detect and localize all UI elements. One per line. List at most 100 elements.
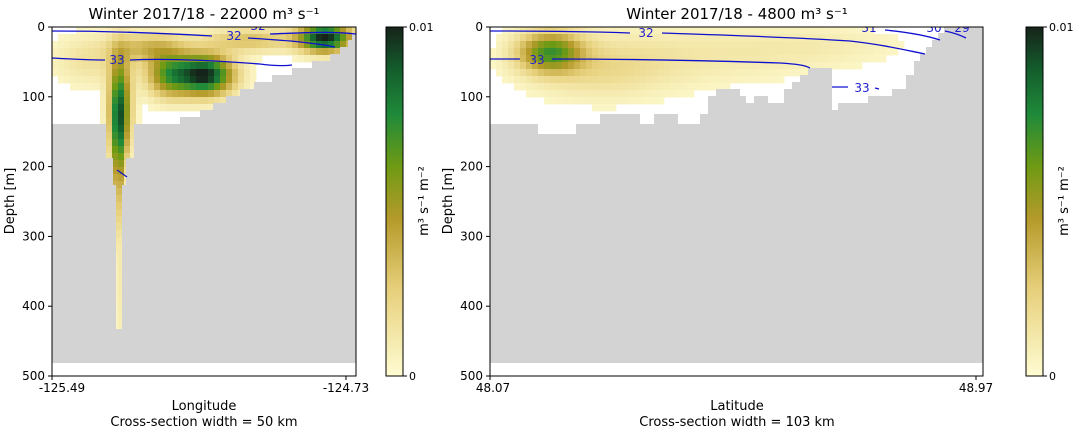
right-heatmap-cell [748, 48, 755, 56]
right-x-axis-label: Latitude [710, 399, 764, 414]
left-heatmap-cell [208, 104, 215, 112]
left-heatmap-cell [190, 76, 197, 84]
left-heatmap-cell [130, 153, 137, 161]
left-heatmap-cell [256, 27, 263, 35]
right-heatmap-cell [778, 41, 785, 49]
left-heatmap-cell [316, 27, 323, 35]
left-heatmap-cell [304, 48, 311, 56]
right-heatmap-cell [502, 62, 509, 70]
left-heatmap-cell [208, 69, 215, 77]
right-heatmap-cell [742, 27, 749, 35]
right-heatmap-cell [670, 34, 677, 42]
right-heatmap-cell [784, 48, 791, 56]
right-heatmap-cell [622, 48, 629, 56]
left-heatmap-cell [130, 62, 137, 70]
left-heatmap-cell [100, 83, 107, 91]
left-heatmap-cell [154, 83, 161, 91]
right-heatmap-cell [790, 48, 797, 56]
left-heatmap-cell [286, 41, 293, 49]
left-heatmap-cell [166, 55, 173, 63]
right-heatmap-cell [760, 69, 767, 77]
left-heatmap-cell [220, 76, 227, 84]
right-heatmap-cell [760, 62, 767, 70]
left-heatmap-cell [250, 76, 257, 84]
right-heatmap-cell [796, 62, 803, 70]
right-heatmap-cell [700, 34, 707, 42]
left-heatmap-cell [214, 27, 221, 35]
right-heatmap-cell [766, 62, 773, 70]
left-heatmap-cell [82, 55, 89, 63]
right-heatmap-cell [802, 55, 809, 63]
right-heatmap-cell [694, 48, 701, 56]
left-heatmap-cell [124, 48, 131, 56]
left-heatmap-cell [220, 97, 227, 105]
right-heatmap-cell [694, 34, 701, 42]
left-heatmap-cell [214, 41, 221, 49]
left-heatmap-cell [148, 48, 155, 56]
left-heatmap-cell [250, 55, 257, 63]
right-heatmap-cell [526, 34, 533, 42]
left-heatmap-cell [184, 41, 191, 49]
left-heatmap-cell [142, 90, 149, 98]
right-heatmap-cell [736, 34, 743, 42]
right-heatmap-cell [718, 55, 725, 63]
right-heatmap-cell [634, 69, 641, 77]
right-heatmap-cell [718, 76, 725, 84]
left-heatmap-cell [100, 76, 107, 84]
right-heatmap-cell [850, 27, 857, 35]
left-heatmap-cell [106, 34, 113, 42]
left-heatmap-cell [100, 97, 107, 105]
left-heatmap-cell [124, 62, 131, 70]
left-heatmap-cell [142, 27, 149, 35]
right-heatmap-cell [628, 34, 635, 42]
left-heatmap-cell [124, 118, 131, 126]
right-heatmap-cell [796, 48, 803, 56]
right-heatmap-cell [622, 34, 629, 42]
left-heatmap-cell [118, 279, 125, 287]
right-heatmap-cell [652, 69, 659, 77]
right-heatmap-cell [670, 69, 677, 77]
left-heatmap-cell [70, 69, 77, 77]
left-heatmap-cell [184, 83, 191, 91]
left-heatmap-cell [304, 27, 311, 35]
left-heatmap-cell [190, 83, 197, 91]
left-heatmap-cell [214, 48, 221, 56]
right-heatmap-cell [772, 27, 779, 35]
left-heatmap-cell [226, 41, 233, 49]
right-heatmap-cell [592, 62, 599, 70]
right-heatmap-cell [826, 27, 833, 35]
left-heatmap-cell [112, 160, 119, 168]
right-contour-32 [490, 30, 926, 55]
right-heatmap-cell [568, 97, 575, 105]
right-heatmap-cell [748, 41, 755, 49]
left-heatmap-cell [286, 48, 293, 56]
right-heatmap-cell [640, 69, 647, 77]
left-heatmap-cell [118, 118, 125, 126]
left-heatmap-cell [70, 34, 77, 42]
right-heatmap-cell [814, 48, 821, 56]
left-y-tick-label: 400 [22, 299, 45, 313]
left-contour-tail [116, 169, 128, 178]
right-contour-30 [944, 30, 967, 39]
right-heatmap-cell [694, 76, 701, 84]
left-heatmap-cell [196, 104, 203, 112]
right-heatmap-cell [496, 41, 503, 49]
right-heatmap-cell [850, 62, 857, 70]
right-heatmap-cell [766, 27, 773, 35]
left-heatmap-cell [208, 55, 215, 63]
right-heatmap-cell [736, 69, 743, 77]
right-heatmap-cell [748, 69, 755, 77]
right-heatmap-cell [790, 41, 797, 49]
left-heatmap-cell [130, 48, 137, 56]
left-heatmap-cell [292, 27, 299, 35]
right-heatmap-cell [706, 48, 713, 56]
right-heatmap-cell [832, 34, 839, 42]
right-heatmap-cell [760, 55, 767, 63]
left-heatmap-cell [52, 69, 59, 77]
right-heatmap-cell [760, 34, 767, 42]
right-heatmap-cell [544, 90, 551, 98]
left-heatmap-cell [118, 139, 125, 147]
left-heatmap-cell [94, 69, 101, 77]
right-heatmap-cell [748, 55, 755, 63]
